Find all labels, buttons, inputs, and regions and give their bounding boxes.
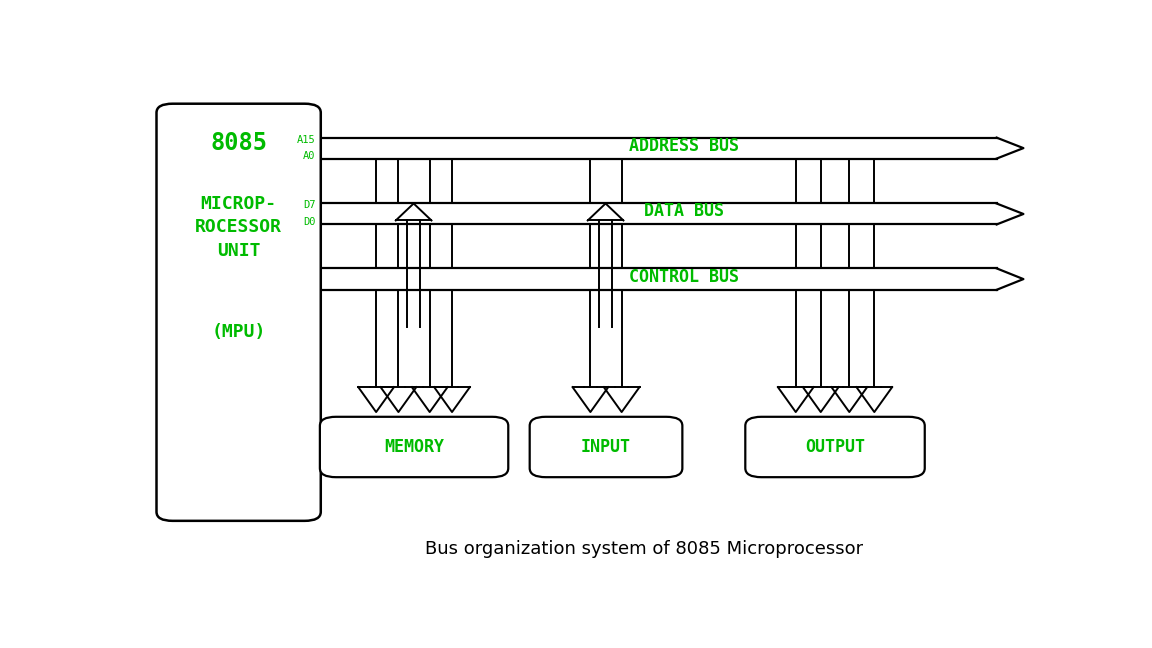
Text: Bus organization system of 8085 Microprocessor: Bus organization system of 8085 Micropro… xyxy=(425,540,863,559)
Text: 8085: 8085 xyxy=(210,131,267,155)
Text: D0: D0 xyxy=(303,217,316,227)
Text: INPUT: INPUT xyxy=(581,438,631,456)
Text: CONTROL BUS: CONTROL BUS xyxy=(629,268,740,286)
FancyBboxPatch shape xyxy=(320,417,508,477)
Text: MEMORY: MEMORY xyxy=(384,438,444,456)
FancyBboxPatch shape xyxy=(157,104,320,521)
Text: A15: A15 xyxy=(297,135,316,145)
FancyBboxPatch shape xyxy=(530,417,682,477)
Text: MICROP-
ROCESSOR
UNIT: MICROP- ROCESSOR UNIT xyxy=(195,195,282,260)
Text: (MPU): (MPU) xyxy=(212,323,266,341)
Text: OUTPUT: OUTPUT xyxy=(805,438,865,456)
FancyBboxPatch shape xyxy=(745,417,925,477)
Text: DATA BUS: DATA BUS xyxy=(644,202,725,220)
Text: ADDRESS BUS: ADDRESS BUS xyxy=(629,137,740,155)
Text: D7: D7 xyxy=(303,200,316,211)
Text: A0: A0 xyxy=(303,151,316,161)
